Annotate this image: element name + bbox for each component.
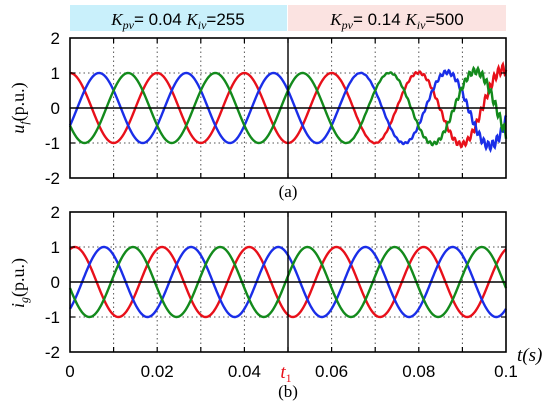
ylabel-b: ig(p.u.) (8, 258, 31, 308)
xlabel-t: t(s) (517, 345, 542, 366)
y-tick-label: 0 (51, 99, 60, 118)
panel-b: 2 1 0 -1 -2 0 0.02 0.04 0.06 0.08 0.1 (45, 203, 518, 381)
caption-b: (b) (278, 382, 298, 401)
y-tick-label: -1 (45, 308, 60, 327)
band-b-label: Kpv= 0.14 Kiv=500 (329, 10, 463, 32)
yticks-a: 2 1 0 -1 -2 (45, 29, 60, 188)
x-tick-label: 0.08 (402, 362, 435, 381)
y-tick-label: -1 (45, 134, 60, 153)
y-tick-label: 1 (51, 64, 60, 83)
caption-a: (a) (279, 182, 298, 201)
ylabel-a: uf(p.u.) (8, 82, 31, 133)
y-tick-label: 1 (51, 238, 60, 257)
y-tick-label: -2 (45, 169, 60, 188)
band-a (70, 5, 287, 31)
yticks-b: 2 1 0 -1 -2 (45, 203, 60, 362)
y-tick-label: -2 (45, 343, 60, 362)
y-tick-label: 2 (51, 203, 60, 222)
band-b (288, 5, 506, 31)
x-tick-label: 0.02 (141, 362, 174, 381)
t1-label: t1 (280, 362, 291, 385)
frame-b (69, 211, 507, 353)
grid-b (70, 212, 506, 352)
frame-a (69, 37, 507, 179)
panel-a: 2 1 0 -1 -2 (45, 29, 508, 188)
xticks-b: 0 0.02 0.04 0.06 0.08 0.1 (65, 362, 518, 381)
x-tick-label: 0.06 (315, 362, 348, 381)
x-tick-label: 0 (65, 362, 74, 381)
x-tick-label: 0.04 (228, 362, 261, 381)
x-tick-label: 0.1 (494, 362, 518, 381)
y-tick-label: 0 (51, 273, 60, 292)
band-a-label: Kpv= 0.04 Kiv=255 (110, 10, 244, 32)
y-tick-label: 2 (51, 29, 60, 48)
